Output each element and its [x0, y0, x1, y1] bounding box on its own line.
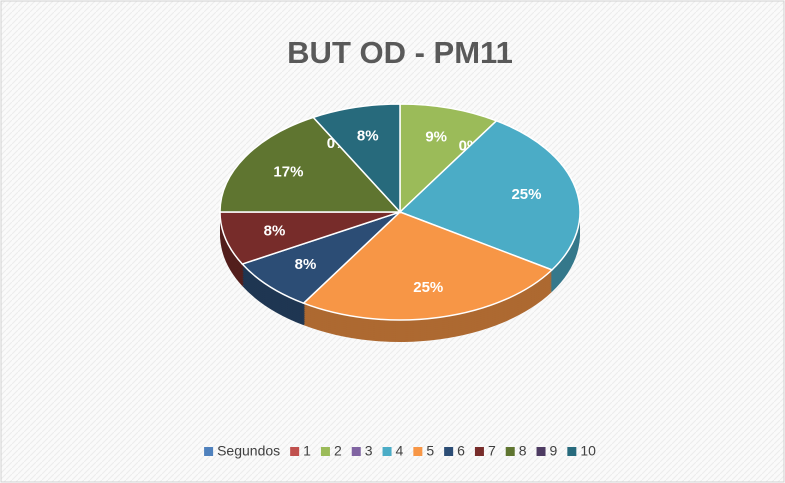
legend-swatch	[382, 447, 392, 456]
legend-label: Segundos	[217, 443, 280, 459]
slice	[398, 119, 581, 271]
legend-swatch	[536, 447, 546, 456]
legend-label: 10	[580, 443, 596, 459]
legend-label: 7	[488, 443, 496, 459]
data-label: 25%	[413, 279, 443, 296]
legend-swatch	[567, 447, 577, 456]
data-label: 17%	[273, 163, 303, 180]
legend-label: 5	[426, 443, 434, 459]
data-label: 9%	[425, 128, 447, 145]
legend-label: 3	[365, 443, 373, 459]
legend-swatch	[505, 447, 515, 456]
legend-label: 9	[550, 443, 558, 459]
legend-label: 6	[457, 443, 465, 459]
legend-label: 1	[303, 443, 311, 459]
slice	[302, 211, 554, 321]
pie: 0%0%9%0%25%25%8%8%17%0%8%	[219, 103, 581, 342]
legend-swatch	[351, 447, 361, 456]
legend-swatch	[204, 447, 214, 456]
data-label: 25%	[511, 186, 541, 203]
slice	[240, 211, 401, 305]
legend-label: 8	[519, 443, 527, 459]
legend-label: 4	[396, 443, 404, 459]
data-label: 8%	[357, 128, 379, 145]
legend-swatch	[474, 447, 484, 456]
slice	[219, 211, 401, 265]
legend-swatch	[290, 447, 300, 456]
legend-swatch	[320, 447, 330, 456]
data-label: 8%	[264, 222, 286, 239]
slice	[219, 116, 402, 213]
slice	[399, 103, 498, 214]
legend-swatch	[444, 447, 454, 456]
slice	[311, 103, 401, 214]
legend: Segundos 1 2 3 4 5 6 7 8 9 10	[204, 443, 596, 459]
legend-label: 2	[334, 443, 342, 459]
legend-swatch	[413, 447, 423, 456]
data-label: 8%	[295, 256, 317, 273]
chart-title: BUT OD - PM11	[287, 35, 513, 70]
